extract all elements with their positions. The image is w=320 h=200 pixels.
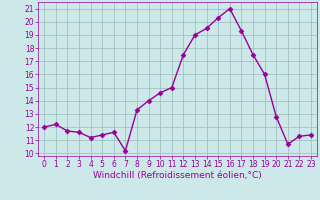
X-axis label: Windchill (Refroidissement éolien,°C): Windchill (Refroidissement éolien,°C) bbox=[93, 171, 262, 180]
